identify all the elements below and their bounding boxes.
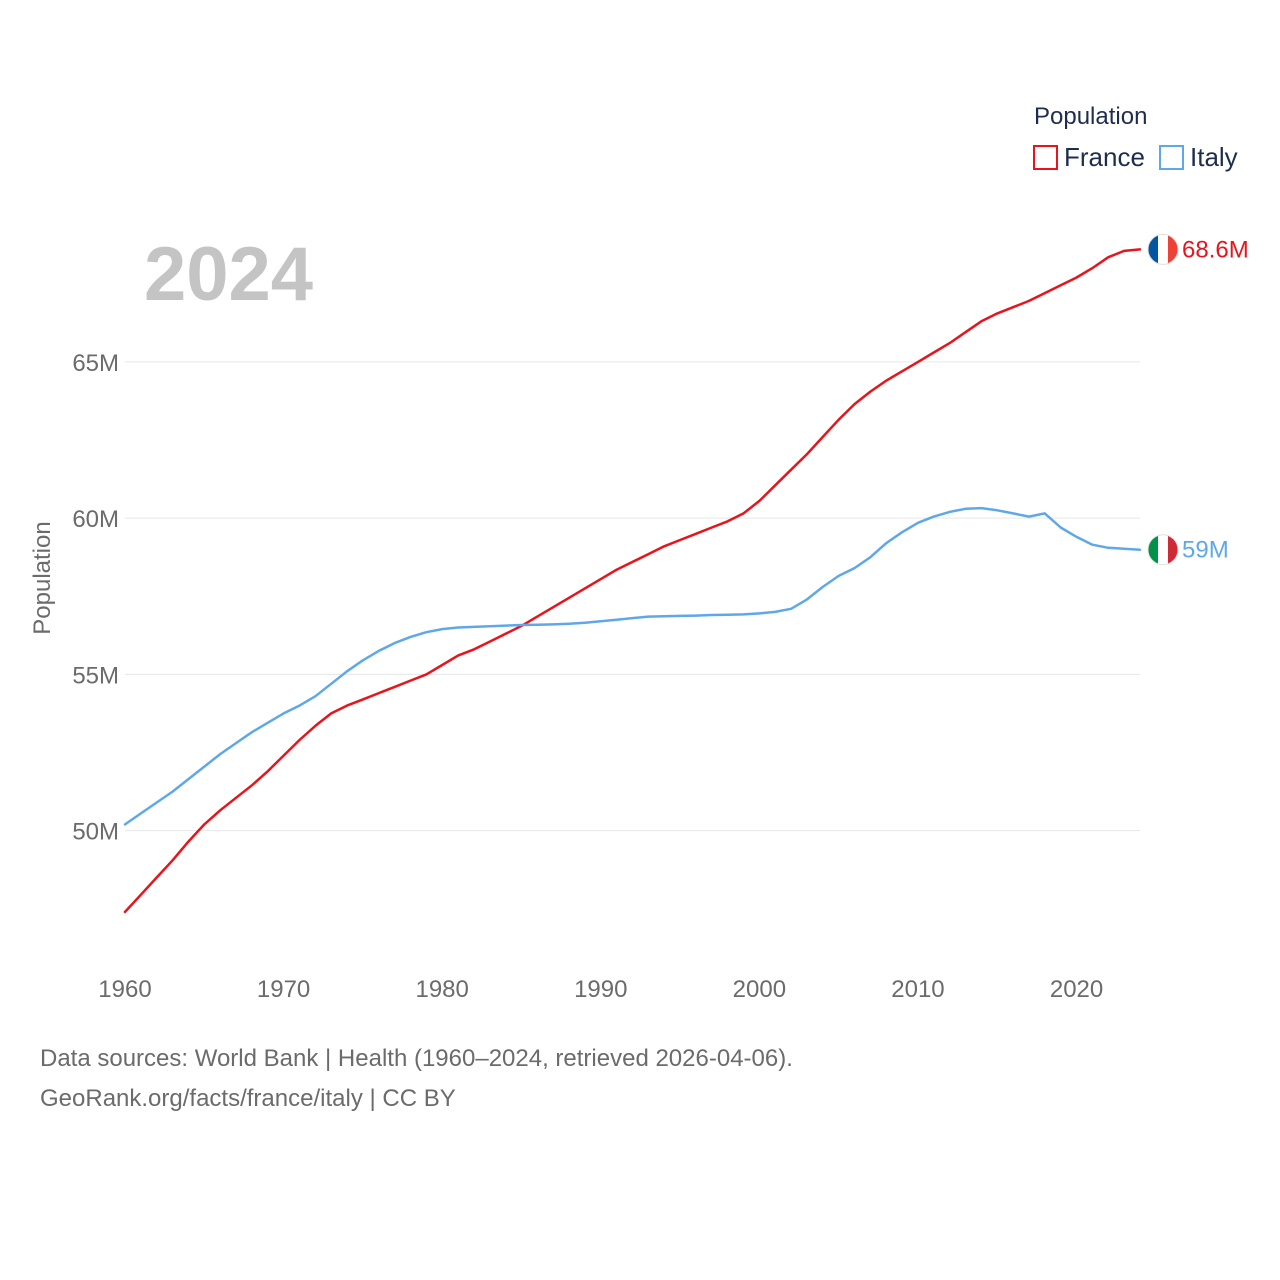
- end-label-france: 68.6M: [1182, 236, 1249, 263]
- footer-sources: Data sources: World Bank | Health (1960–…: [40, 1045, 793, 1072]
- x-tick-label: 1960: [98, 976, 151, 1003]
- y-tick-label: 65M: [72, 350, 119, 377]
- y-tick-labels: 50M 55M 60M 65M: [72, 350, 119, 846]
- flag-stripe: [1158, 234, 1169, 265]
- gridlines: [125, 361, 1140, 832]
- series-line-france[interactable]: [123, 248, 1142, 914]
- italy-flag-icon: [1147, 534, 1179, 566]
- flag-stripe: [1148, 534, 1159, 565]
- legend-label-france[interactable]: France: [1064, 142, 1145, 172]
- legend-swatch-italy[interactable]: [1159, 145, 1184, 170]
- legend: Population France Italy: [1033, 103, 1238, 172]
- x-tick-label: 2000: [733, 976, 786, 1003]
- y-axis-title: Population: [29, 521, 56, 634]
- series-lines: [123, 248, 1142, 914]
- flag-stripe: [1168, 234, 1178, 265]
- legend-title: Population: [1034, 103, 1147, 130]
- year-label: 2024: [144, 232, 313, 317]
- y-tick-label: 50M: [72, 819, 119, 846]
- legend-swatch-france[interactable]: [1033, 145, 1058, 170]
- flag-stripe: [1158, 534, 1169, 565]
- flag-border: [1147, 233, 1179, 265]
- series-line-italy[interactable]: [123, 506, 1142, 826]
- x-tick-label: 2020: [1050, 976, 1103, 1003]
- x-tick-label: 2010: [891, 976, 944, 1003]
- end-markers: 68.6M 59M: [1147, 233, 1249, 566]
- y-tick-label: 55M: [72, 662, 119, 689]
- y-tick-label: 60M: [72, 506, 119, 533]
- end-label-italy: 59M: [1182, 537, 1229, 564]
- x-tick-labels: 1960 1970 1980 1990 2000 2010 2020: [98, 976, 1103, 1003]
- legend-label-italy[interactable]: Italy: [1190, 142, 1238, 172]
- x-tick-label: 1990: [574, 976, 627, 1003]
- x-tick-label: 1970: [257, 976, 310, 1003]
- x-tick-label: 1980: [415, 976, 468, 1003]
- footer-attribution[interactable]: GeoRank.org/facts/france/italy | CC BY: [40, 1085, 456, 1112]
- flag-stripe: [1148, 234, 1159, 265]
- flag-border: [1147, 534, 1179, 566]
- flag-stripe: [1168, 534, 1178, 565]
- france-flag-icon: [1147, 233, 1179, 265]
